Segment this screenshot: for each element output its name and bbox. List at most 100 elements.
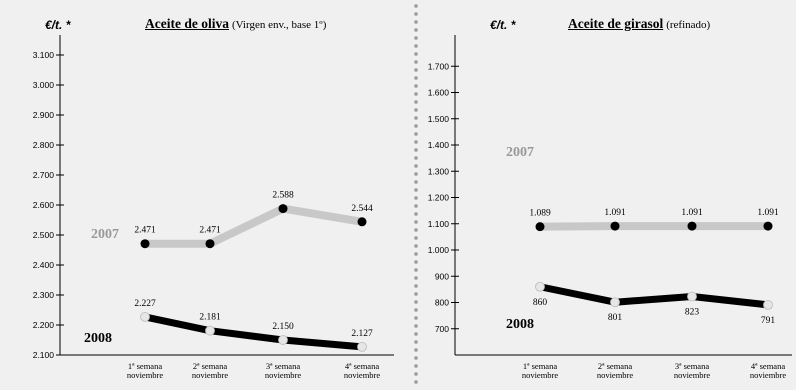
y-tick-label: 1.300 xyxy=(428,166,450,176)
divider-dot xyxy=(414,196,418,200)
data-label-2007: 1.089 xyxy=(529,209,551,219)
divider-dot xyxy=(414,36,418,40)
data-label-2008: 823 xyxy=(685,307,700,317)
divider-dot xyxy=(414,220,418,224)
data-point-2008 xyxy=(610,297,620,308)
x-tick-label: noviembre xyxy=(750,370,787,380)
data-point-2008 xyxy=(278,335,288,345)
divider-dot xyxy=(414,100,418,104)
data-label-2008: 2.150 xyxy=(272,322,294,332)
divider-dot xyxy=(414,124,418,128)
series-line-2007 xyxy=(145,204,363,248)
series-name-2008: 2008 xyxy=(506,317,534,332)
y-tick-label: 1.400 xyxy=(428,140,450,150)
divider-dot xyxy=(414,236,418,240)
divider-dot xyxy=(414,332,418,336)
y-tick-label: 3.100 xyxy=(33,50,55,60)
y-tick-label: 1.000 xyxy=(428,245,450,255)
divider-dot xyxy=(414,356,418,360)
data-point-2007 xyxy=(763,221,773,231)
divider-dot xyxy=(414,268,418,272)
y-tick-label: 2.800 xyxy=(33,140,55,150)
y-tick-label: 2.900 xyxy=(33,110,55,120)
divider-dot xyxy=(414,12,418,16)
chart-title-main: Aceite de girasol xyxy=(568,16,664,31)
divider-dot xyxy=(414,92,418,96)
y-tick-label: 2.400 xyxy=(33,260,55,270)
x-tick-label: noviembre xyxy=(265,370,302,380)
unit-label: €/t. * xyxy=(490,18,516,32)
series-name-2007: 2007 xyxy=(91,227,119,242)
divider-dot xyxy=(414,148,418,152)
data-point-2007 xyxy=(357,217,367,227)
data-point-2007 xyxy=(535,222,545,232)
y-tick-label: 700 xyxy=(435,324,449,334)
series-line-2007 xyxy=(539,222,768,231)
divider-dot xyxy=(414,116,418,120)
sunflower-oil-plot: 700 800 900 1.000 1.100 1.200 1.300 1.400 1.500 1… xyxy=(428,35,792,380)
x-tick-label: 1ª semana xyxy=(523,361,557,371)
data-point-2007 xyxy=(140,239,150,249)
divider-dot xyxy=(414,276,418,280)
data-label-2007: 1.091 xyxy=(604,208,626,218)
divider-dot xyxy=(414,204,418,208)
divider-dot xyxy=(414,28,418,32)
x-tick-label: 1ª semana xyxy=(128,361,162,371)
chart-subtitle: (refinado) xyxy=(666,19,711,31)
x-tick-label: noviembre xyxy=(522,370,559,380)
y-tick-label: 2.300 xyxy=(33,290,55,300)
divider-dot xyxy=(414,172,418,176)
y-tick-label: 2.600 xyxy=(33,200,55,210)
y-tick-label: 2.200 xyxy=(33,320,55,330)
x-tick-label: 2ª semana xyxy=(598,361,632,371)
divider-dot xyxy=(414,188,418,192)
divider-dot xyxy=(414,308,418,312)
data-point-2008 xyxy=(140,311,150,322)
x-tick-label: 4ª semana xyxy=(345,361,379,371)
panel-divider xyxy=(414,4,418,384)
divider-dot xyxy=(414,252,418,256)
data-label-2008: 2.181 xyxy=(199,313,221,323)
data-point-2007 xyxy=(278,204,288,214)
divider-dot xyxy=(414,108,418,112)
divider-dot xyxy=(414,52,418,56)
divider-dot xyxy=(414,260,418,264)
sunflower-oil-chart-panel: €/t. * Aceite de girasol (refinado) 700 8… xyxy=(398,0,796,390)
divider-dot xyxy=(414,316,418,320)
data-point-2008 xyxy=(763,299,773,310)
series-name-2007: 2007 xyxy=(506,145,534,160)
data-point-2008 xyxy=(535,281,545,292)
x-tick-label: 4ª semana xyxy=(751,361,785,371)
data-label-2008: 860 xyxy=(533,298,548,308)
series-line-2008 xyxy=(144,313,363,351)
data-label-2008: 2.127 xyxy=(351,329,373,339)
divider-dot xyxy=(414,60,418,64)
data-label-2007: 2.588 xyxy=(272,191,294,201)
y-tick-label: 1.600 xyxy=(428,88,450,98)
y-tick-label: 1.100 xyxy=(428,219,450,229)
data-point-2007 xyxy=(687,221,697,231)
divider-dot xyxy=(414,4,418,8)
x-tick-label: noviembre xyxy=(192,370,229,380)
data-point-2007 xyxy=(610,221,620,231)
y-tick-label: 2.100 xyxy=(33,350,55,360)
divider-dot xyxy=(414,300,418,304)
data-point-2007 xyxy=(205,239,215,249)
chart-title-main: Aceite de oliva xyxy=(145,16,229,31)
series-name-2008: 2008 xyxy=(84,331,112,346)
divider-dot xyxy=(414,20,418,24)
data-point-2008 xyxy=(205,325,215,336)
x-tick-label: 3ª semana xyxy=(266,361,300,371)
data-label-2007: 2.544 xyxy=(351,204,373,214)
olive-oil-plot: 2.100 2.200 2.300 2.400 2.500 2.600 2.700 2.800… xyxy=(33,35,394,380)
divider-dot xyxy=(414,324,418,328)
data-label-2008: 791 xyxy=(761,316,776,326)
chart-subtitle: (Virgen env., base 1º) xyxy=(231,19,327,31)
unit-label: €/t. * xyxy=(45,18,71,32)
y-tick-label: 1.500 xyxy=(428,114,450,124)
data-label-2007: 1.091 xyxy=(757,208,779,218)
divider-dot xyxy=(414,244,418,248)
divider-dot xyxy=(414,156,418,160)
divider-dot xyxy=(414,164,418,168)
data-label-2007: 1.091 xyxy=(681,208,703,218)
